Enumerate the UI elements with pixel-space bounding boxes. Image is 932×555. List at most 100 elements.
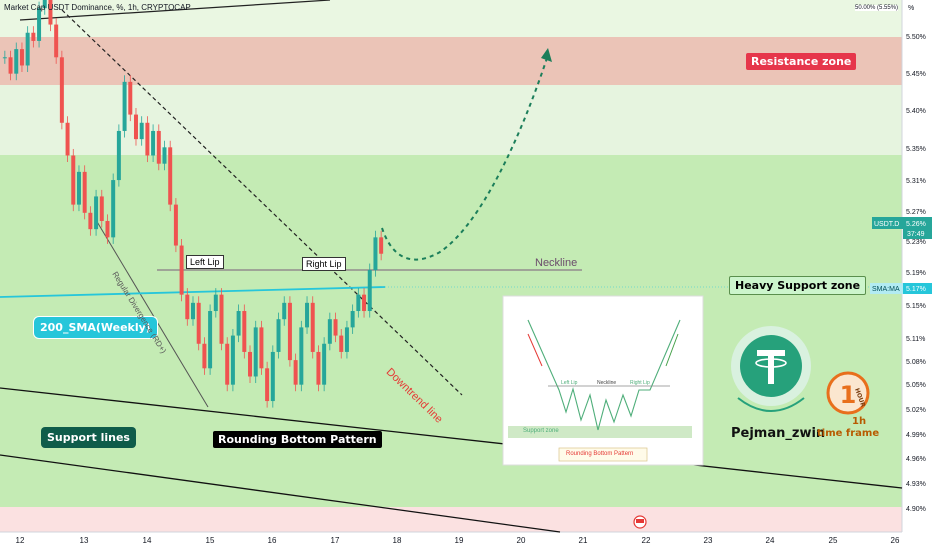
candle-body[interactable] <box>242 311 247 352</box>
candle-body[interactable] <box>373 237 378 271</box>
candle-body[interactable] <box>133 114 138 140</box>
candle-body[interactable] <box>276 319 281 352</box>
price-tick-label: 5.35% <box>906 146 926 153</box>
candle-body[interactable] <box>327 319 332 344</box>
candle-body[interactable] <box>145 122 150 156</box>
candle-body[interactable] <box>259 327 264 369</box>
candle-body[interactable] <box>71 155 76 205</box>
time-axis-panel[interactable] <box>0 532 902 550</box>
candle-body[interactable] <box>225 343 230 385</box>
candle-body[interactable] <box>48 0 53 25</box>
price-axis-unit[interactable]: % <box>908 5 915 12</box>
candle-body[interactable] <box>59 57 64 123</box>
candle-body[interactable] <box>379 237 384 254</box>
candle-body[interactable] <box>322 343 327 385</box>
candle-body[interactable] <box>65 122 70 156</box>
top-trendline[interactable] <box>19 0 331 21</box>
price-tick-label: 5.19% <box>906 270 926 277</box>
divergence-line[interactable] <box>95 219 209 408</box>
support-line-lower[interactable] <box>0 454 561 533</box>
candle-body[interactable] <box>333 319 338 336</box>
candle-body[interactable] <box>116 130 121 181</box>
inset-left-lip: Left Lip <box>561 380 578 386</box>
candle-body[interactable] <box>31 32 36 41</box>
candle-body[interactable] <box>219 294 224 344</box>
time-tick-label: 20 <box>516 536 526 545</box>
candle-body[interactable] <box>54 24 59 58</box>
candle-body[interactable] <box>350 311 355 328</box>
candle-body[interactable] <box>8 57 13 74</box>
candle-body[interactable] <box>248 351 253 377</box>
candle-body[interactable] <box>19 49 24 66</box>
candle-body[interactable] <box>339 335 344 352</box>
time-tick-label: 25 <box>828 536 838 545</box>
candle-body[interactable] <box>208 311 213 369</box>
candle-body[interactable] <box>236 311 241 336</box>
inset-left-line <box>527 319 681 431</box>
candle-body[interactable] <box>162 147 167 164</box>
candle-body[interactable] <box>122 81 127 131</box>
candlestick-series[interactable] <box>2 0 384 408</box>
candle-body[interactable] <box>185 294 190 320</box>
candle-body[interactable] <box>76 171 81 205</box>
candle-body[interactable] <box>367 270 372 312</box>
candle-body[interactable] <box>265 368 270 402</box>
candle-body[interactable] <box>2 57 7 59</box>
symbol-price-badge-name-bg <box>872 217 903 229</box>
downtrend-line[interactable] <box>61 9 463 396</box>
sma-200-weekly-line[interactable] <box>0 286 386 298</box>
candle-body[interactable] <box>293 360 298 385</box>
candle-body[interactable] <box>362 294 367 312</box>
candle-body[interactable] <box>14 49 19 74</box>
candle-body[interactable] <box>37 8 42 41</box>
candle-body[interactable] <box>282 302 287 320</box>
time-tick-label: 19 <box>454 536 464 545</box>
symbol-name: USDT.D <box>874 221 899 228</box>
candle-body[interactable] <box>94 196 99 230</box>
candle-body[interactable] <box>156 130 161 164</box>
candle-body[interactable] <box>168 147 173 205</box>
timeframe-short: 1h <box>852 416 867 427</box>
candle-body[interactable] <box>42 0 47 9</box>
time-tick-label: 13 <box>79 536 89 545</box>
candle-body[interactable] <box>230 335 235 385</box>
candle-body[interactable] <box>287 302 292 361</box>
candle-body[interactable] <box>191 302 195 320</box>
candle-body[interactable] <box>356 294 361 312</box>
event-icon[interactable] <box>633 515 647 529</box>
candle-body[interactable] <box>299 327 304 385</box>
candle-body[interactable] <box>88 212 93 230</box>
candle-body[interactable] <box>179 245 184 295</box>
candle-body[interactable] <box>173 204 178 246</box>
symbol-price-badge[interactable]: USDT.D 5.26% 37:49 <box>872 217 932 239</box>
candle-body[interactable] <box>270 351 275 402</box>
candle-body[interactable] <box>253 327 258 377</box>
support-line-upper[interactable] <box>0 387 903 489</box>
forecast-path[interactable] <box>381 54 549 261</box>
price-axis-panel[interactable] <box>902 0 932 550</box>
candle-body[interactable] <box>196 302 201 344</box>
hour-badge-graphic: 1 HOUR <box>826 371 870 415</box>
candle-body[interactable] <box>151 130 156 156</box>
candle-body[interactable] <box>316 351 321 385</box>
candle-body[interactable] <box>310 302 315 352</box>
candle-body[interactable] <box>344 327 349 352</box>
candle-body[interactable] <box>82 171 87 213</box>
candle-body[interactable] <box>128 81 133 115</box>
candle-body[interactable] <box>305 302 310 328</box>
time-tick-label: 24 <box>765 536 775 545</box>
forecast-arrowhead <box>541 48 552 62</box>
candle-body[interactable] <box>213 294 218 312</box>
candle-body[interactable] <box>99 196 104 221</box>
candle-body[interactable] <box>25 32 30 66</box>
candle-body[interactable] <box>111 180 116 238</box>
sma-price-badge[interactable]: SMA:MA 5.17% <box>870 283 932 294</box>
tether-logo <box>731 326 811 412</box>
candle-body[interactable] <box>202 343 207 369</box>
candle-body[interactable] <box>105 220 110 238</box>
inset-right-arrow <box>665 333 679 367</box>
symbol-price-badge-value-bg <box>903 217 932 239</box>
candle-body[interactable] <box>139 122 144 140</box>
